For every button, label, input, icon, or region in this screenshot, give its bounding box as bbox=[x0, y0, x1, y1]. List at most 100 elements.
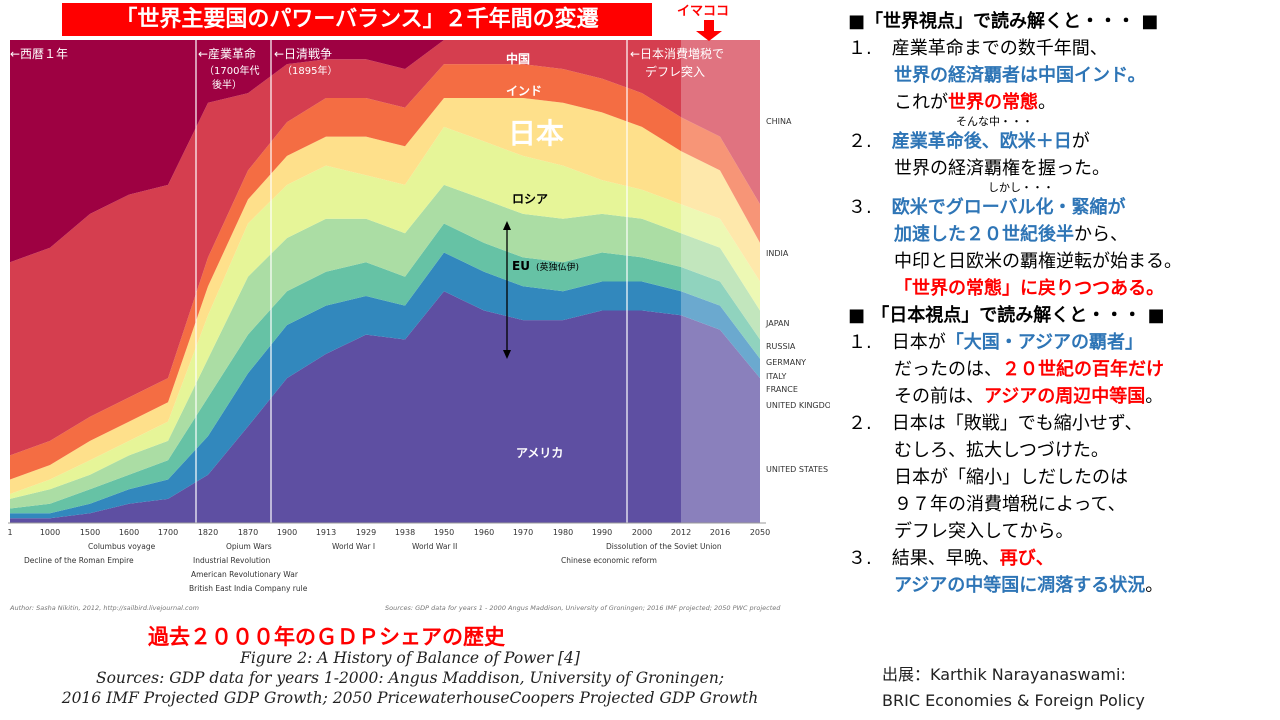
text: ２０世紀の百年だけ bbox=[1002, 359, 1164, 380]
text: 加速した２０世紀後半 bbox=[894, 224, 1074, 245]
label-nisshin-sub: （1895年） bbox=[282, 64, 337, 77]
label-shohizei-1: ←日本消費増税で bbox=[630, 46, 724, 61]
label-japan: 日本 bbox=[508, 117, 564, 150]
legend-label: UNITED KINGDOM bbox=[766, 401, 830, 410]
text: むしろ、拡大しつづけた。 bbox=[894, 440, 1109, 461]
text: デフレ突入してから。 bbox=[894, 521, 1074, 542]
world-item-1a: １. 産業革命までの数千年間、 bbox=[848, 35, 1278, 62]
eu-arrow-top bbox=[503, 221, 511, 230]
text: これが bbox=[894, 92, 948, 113]
source-line-1: 出展：Karthik Narayanaswami: bbox=[882, 665, 1126, 684]
source-credit: 出展：Karthik Narayanaswami: BRIC Economies… bbox=[882, 662, 1145, 714]
world-item-2b: 世界の経済覇権を握った。 bbox=[848, 155, 1278, 182]
text: だったのは、 bbox=[894, 359, 1002, 380]
text: アジアの周辺中等国 bbox=[984, 386, 1146, 407]
heading-world-view: ■「世界視点」で読み解くと・・・ ■ bbox=[848, 11, 1159, 32]
event-label: American Revolutionary War bbox=[191, 570, 299, 579]
area-japan bbox=[10, 98, 760, 494]
sources-note: Sources: GDP data for years 1 - 2000 Ang… bbox=[385, 604, 781, 612]
text: 。 bbox=[1145, 575, 1164, 596]
text: 「大国・アジアの覇者」 bbox=[945, 332, 1144, 353]
text: が bbox=[1071, 131, 1090, 152]
now-highlight bbox=[681, 40, 760, 523]
legend-label: RUSSIA bbox=[766, 342, 796, 351]
commentary-panel: ■「世界視点」で読み解くと・・・ ■ １. 産業革命までの数千年間、 世界の経済覇… bbox=[848, 8, 1278, 599]
japan-item-3b: アジアの中等国に凋落する状況。 bbox=[848, 572, 1278, 599]
x-tick-label: 1700 bbox=[158, 528, 178, 537]
label-nisshin: ←日清戦争 bbox=[274, 47, 332, 61]
text: アジアの中等国に凋落する状況 bbox=[894, 575, 1146, 596]
text: 再び、 bbox=[999, 548, 1054, 569]
japan-item-2a: ２. 日本は「敗戦」でも縮小せず、 bbox=[848, 410, 1278, 437]
num: ２. bbox=[848, 413, 872, 434]
japan-item-2d: ９７年の消費増税によって、 bbox=[848, 491, 1278, 518]
legend-label: INDIA bbox=[766, 249, 789, 258]
text: 日本は「敗戦」でも縮小せず、 bbox=[891, 413, 1143, 434]
text: 「世界の常態」に戻りつつある。 bbox=[894, 278, 1165, 299]
x-axis: 1 1000 1500 1600 1700 1820 1870 1900 1913 1929 193… bbox=[7, 522, 770, 537]
stacked-areas bbox=[10, 40, 760, 523]
x-tick-label: 1 bbox=[7, 528, 12, 537]
x-tick-label: 1870 bbox=[238, 528, 258, 537]
x-tick-label: 1938 bbox=[395, 528, 415, 537]
event-annotations: Decline of the Roman Empire Columbus voya… bbox=[9, 542, 781, 612]
heading-japan-view: ■ 「日本視点」で読み解くと・・・ ■ bbox=[848, 305, 1165, 326]
figure-sources-1: Sources: GDP data for years 1-2000: Angu… bbox=[95, 669, 725, 687]
event-label: Columbus voyage bbox=[88, 542, 156, 551]
x-tick-label: 2012 bbox=[671, 528, 691, 537]
event-label: World War I bbox=[332, 542, 375, 551]
figure-sources-2: 2016 IMF Projected GDP Growth; 2050 Pric… bbox=[61, 689, 759, 707]
legend-label: GERMANY bbox=[766, 358, 806, 367]
event-label: Decline of the Roman Empire bbox=[24, 556, 134, 565]
label-seireki: ←西暦１年 bbox=[10, 47, 68, 61]
num: ３. bbox=[848, 548, 872, 569]
x-tick-label: 1900 bbox=[277, 528, 297, 537]
num: ２. bbox=[848, 131, 872, 152]
world-item-2a: ２. 産業革命後、欧米＋日が bbox=[848, 128, 1278, 155]
text: 産業革命までの数千年間、 bbox=[891, 38, 1108, 59]
area-russia bbox=[10, 126, 760, 499]
note-sonnanaka: そんな中・・・ bbox=[956, 115, 1033, 128]
label-sangyo-sub1: （1700年代 bbox=[204, 64, 259, 77]
event-label: Industrial Revolution bbox=[193, 556, 271, 565]
label-shohizei-2: デフレ突入 bbox=[645, 64, 705, 79]
legend-label: ITALY bbox=[766, 372, 786, 381]
text: 日本が「縮小」しだしたのは bbox=[894, 467, 1128, 488]
text: 中印と日欧米の覇権逆転が始まる。 bbox=[894, 251, 1182, 272]
japan-item-1a: １. 日本が「大国・アジアの覇者」 bbox=[848, 329, 1278, 356]
world-item-3c: 中印と日欧米の覇権逆転が始まる。 bbox=[848, 248, 1278, 275]
japan-item-1c: その前は、アジアの周辺中等国。 bbox=[848, 383, 1278, 410]
text: 産業革命後、欧米＋日 bbox=[891, 131, 1072, 152]
label-sangyo-sub2: 後半） bbox=[212, 78, 242, 91]
x-tick-label: 1820 bbox=[198, 528, 218, 537]
label-india: インド bbox=[506, 84, 542, 98]
world-item-3b: 加速した２０世紀後半から、 bbox=[848, 221, 1278, 248]
area-france bbox=[10, 223, 760, 514]
x-tick-label: 1990 bbox=[592, 528, 612, 537]
x-tick-label: 1600 bbox=[119, 528, 139, 537]
japan-item-1b: だったのは、２０世紀の百年だけ bbox=[848, 356, 1278, 383]
text: 結果、早晩、 bbox=[891, 548, 1000, 569]
area-other bbox=[10, 40, 760, 263]
text: 世界の経済覇権を握った。 bbox=[894, 158, 1110, 179]
figure-caption: Figure 2: A History of Balance of Power … bbox=[20, 648, 800, 708]
text: 世界の常態 bbox=[948, 92, 1038, 113]
x-tick-label: 1929 bbox=[356, 528, 376, 537]
page-title: 「世界主要国のパワーバランス」２千年間の変遷 bbox=[62, 3, 652, 36]
x-tick-label: 1913 bbox=[316, 528, 336, 537]
text: 日本が bbox=[891, 332, 946, 353]
num: １. bbox=[848, 38, 872, 59]
label-russia: ロシア bbox=[512, 192, 548, 206]
figure-title: Figure 2: A History of Balance of Power … bbox=[240, 649, 580, 667]
text: 欧米でグローバル化・緊縮が bbox=[891, 197, 1126, 218]
author-note: Author: Sasha Nikitin, 2012, http://sail… bbox=[9, 604, 199, 612]
area-united-states bbox=[10, 291, 760, 523]
imakoko-arrow-head bbox=[696, 31, 722, 41]
right-legend: CHINA INDIA JAPAN RUSSIA GERMANY ITALY FRANCE U… bbox=[765, 117, 830, 474]
label-eu-sub: (英独仏伊) bbox=[536, 261, 579, 273]
legend-label: JAPAN bbox=[765, 319, 789, 328]
x-tick-label: 2016 bbox=[710, 528, 730, 537]
text: 世界の経済覇者は中国インド。 bbox=[894, 65, 1146, 86]
x-tick-label: 1950 bbox=[434, 528, 454, 537]
